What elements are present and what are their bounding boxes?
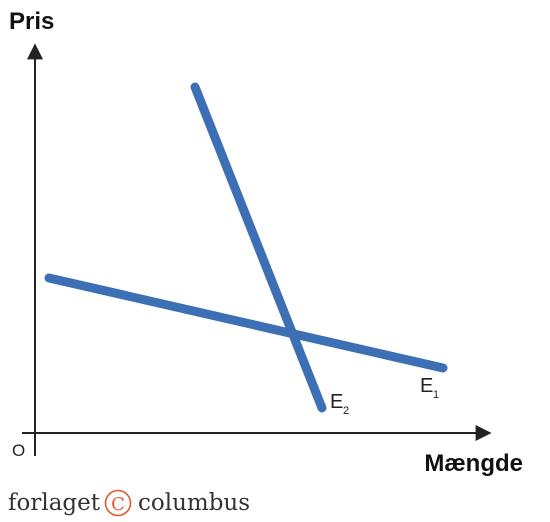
svg-text:1: 1 bbox=[433, 389, 439, 401]
publisher-word-columbus: columbus bbox=[138, 490, 250, 516]
curve-e1-label: E 1 bbox=[420, 375, 439, 401]
origin-label: O bbox=[12, 441, 25, 460]
y-axis-title: Pris bbox=[9, 8, 54, 35]
publisher-logo: forlaget C columbus bbox=[8, 489, 250, 517]
svg-text:C: C bbox=[111, 494, 125, 515]
svg-text:2: 2 bbox=[343, 405, 349, 417]
curve-e1 bbox=[44, 273, 448, 373]
copyright-c-icon: C bbox=[104, 489, 132, 517]
svg-text:E: E bbox=[330, 391, 343, 413]
publisher-word-forlaget: forlaget bbox=[8, 490, 101, 516]
x-axis-title: Mængde bbox=[424, 450, 523, 477]
curve-e2 bbox=[190, 82, 327, 413]
svg-text:E: E bbox=[420, 375, 433, 397]
curve-e2-label: E 2 bbox=[330, 391, 349, 417]
